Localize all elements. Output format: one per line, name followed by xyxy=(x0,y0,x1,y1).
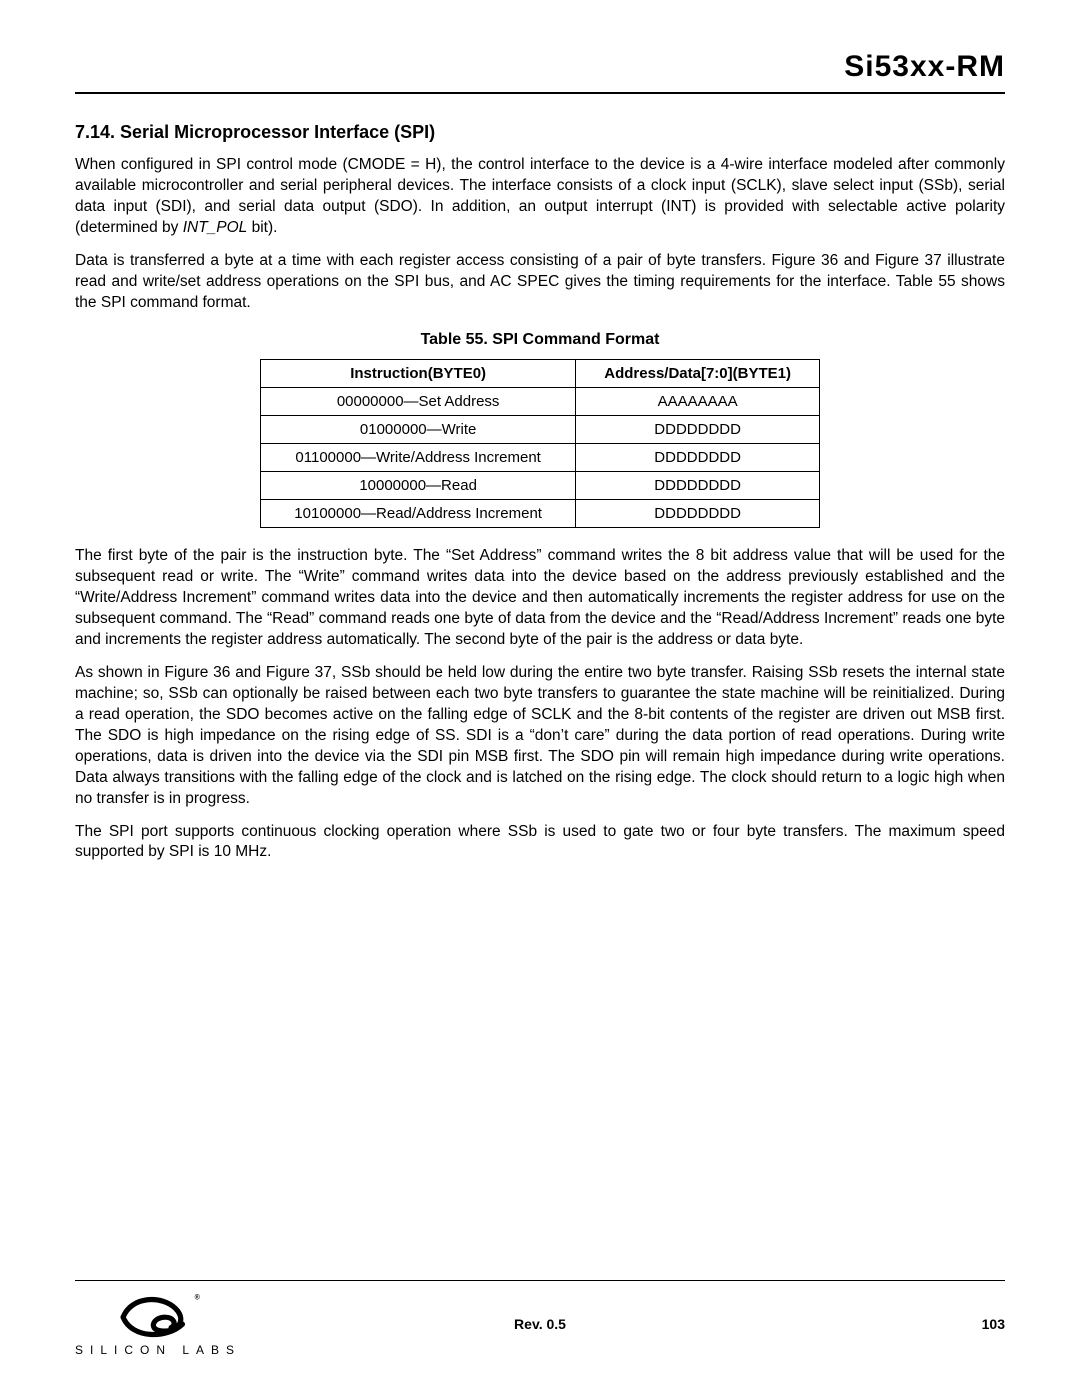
table-caption: Table 55. SPI Command Format xyxy=(75,331,1005,349)
paragraph-1: When configured in SPI control mode (CMO… xyxy=(75,155,1005,239)
footer-rev: Rev. 0.5 xyxy=(514,1316,566,1332)
table-row: 01000000—Write DDDDDDDD xyxy=(261,416,820,444)
silicon-labs-logo-icon: ® xyxy=(113,1291,203,1339)
doc-id-header: Si53xx-RM xyxy=(75,50,1005,94)
page-footer: ® SILICON LABS Rev. 0.5 103 xyxy=(75,1280,1005,1357)
table-row: 00000000—Set Address AAAAAAAA xyxy=(261,388,820,416)
table-cell: DDDDDDDD xyxy=(576,472,820,500)
svg-text:®: ® xyxy=(195,1294,201,1302)
table-cell: DDDDDDDD xyxy=(576,444,820,472)
table-cell: 10100000—Read/Address Increment xyxy=(261,500,576,528)
logo-block: ® SILICON LABS xyxy=(75,1291,241,1357)
table-header-cell: Instruction(BYTE0) xyxy=(261,360,576,388)
table-cell: 01000000—Write xyxy=(261,416,576,444)
para1-tail: bit). xyxy=(247,219,277,236)
para1-italic: INT_POL xyxy=(183,219,248,236)
table-cell: DDDDDDDD xyxy=(576,500,820,528)
paragraph-2: Data is transferred a byte at a time wit… xyxy=(75,251,1005,314)
paragraph-3: The first byte of the pair is the instru… xyxy=(75,546,1005,651)
table-row: 01100000—Write/Address Increment DDDDDDD… xyxy=(261,444,820,472)
table-header-cell: Address/Data[7:0](BYTE1) xyxy=(576,360,820,388)
table-row: 10100000—Read/Address Increment DDDDDDDD xyxy=(261,500,820,528)
paragraph-5: The SPI port supports continuous clockin… xyxy=(75,822,1005,864)
table-cell: 01100000—Write/Address Increment xyxy=(261,444,576,472)
table-cell: AAAAAAAA xyxy=(576,388,820,416)
logo-text: SILICON LABS xyxy=(75,1343,241,1357)
spi-command-table: Instruction(BYTE0) Address/Data[7:0](BYT… xyxy=(260,359,820,528)
section-title: 7.14. Serial Microprocessor Interface (S… xyxy=(75,122,1005,143)
table-cell: DDDDDDDD xyxy=(576,416,820,444)
table-header-row: Instruction(BYTE0) Address/Data[7:0](BYT… xyxy=(261,360,820,388)
page: Si53xx-RM 7.14. Serial Microprocessor In… xyxy=(0,0,1080,1397)
table-cell: 00000000—Set Address xyxy=(261,388,576,416)
footer-page-number: 103 xyxy=(982,1316,1005,1332)
table-cell: 10000000—Read xyxy=(261,472,576,500)
paragraph-4: As shown in Figure 36 and Figure 37, SSb… xyxy=(75,663,1005,809)
table-row: 10000000—Read DDDDDDDD xyxy=(261,472,820,500)
